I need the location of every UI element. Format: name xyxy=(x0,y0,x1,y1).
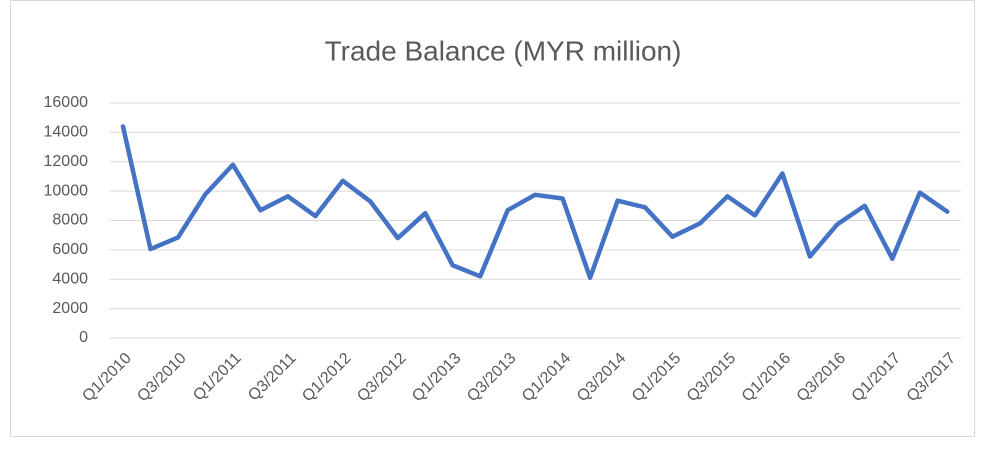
y-tick-label: 16000 xyxy=(44,94,89,111)
y-tick-label: 0 xyxy=(79,329,88,346)
y-tick-label: 8000 xyxy=(52,212,88,229)
y-tick-label: 6000 xyxy=(52,241,88,258)
y-tick-label: 12000 xyxy=(44,153,89,170)
data-line xyxy=(120,124,950,281)
y-tick-label: 2000 xyxy=(52,300,88,317)
y-tick-label: 10000 xyxy=(44,182,89,199)
y-tick-label: 4000 xyxy=(52,270,88,287)
chart-title: Trade Balance (MYR million) xyxy=(325,35,682,66)
y-tick-label: 14000 xyxy=(44,124,89,141)
chart-border xyxy=(10,0,975,437)
